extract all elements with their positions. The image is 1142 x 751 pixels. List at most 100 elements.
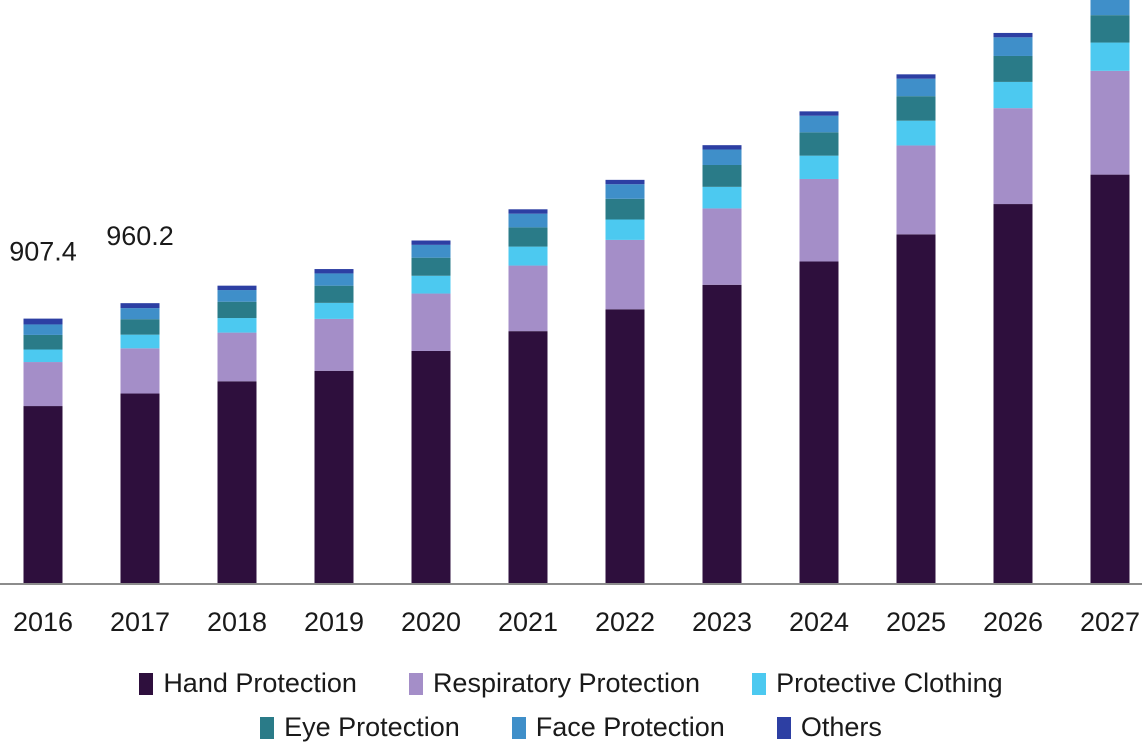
legend-label-eye-protection: Eye Protection: [284, 712, 460, 742]
bar-segment-respiratory-protection-2023: [702, 208, 742, 285]
legend-row-2: Eye Protection Face Protection Others: [0, 712, 1142, 743]
bar-segment-face-protection-2026: [993, 37, 1033, 56]
bar-segment-others-2024: [799, 111, 839, 116]
bar-segment-face-protection-2020: [411, 244, 451, 258]
bar-segment-face-protection-2019: [314, 273, 354, 286]
bar-segment-hand-protection-2020: [411, 350, 451, 583]
legend-swatch-eye-protection: [260, 716, 275, 739]
bar-segment-protective-clothing-2016: [23, 349, 63, 363]
legend-item-others: Others: [776, 712, 882, 743]
bar-segment-face-protection-2017: [120, 308, 160, 320]
bar-segment-others-2021: [508, 209, 548, 214]
bar-segment-hand-protection-2016: [23, 406, 63, 583]
bar-segment-face-protection-2016: [23, 324, 63, 335]
x-tick-label-2027: 2027: [1080, 607, 1140, 637]
bar-segment-respiratory-protection-2018: [217, 332, 257, 382]
bar-segment-protective-clothing-2023: [702, 186, 742, 209]
bar-segment-eye-protection-2023: [702, 164, 742, 187]
legend-item-hand-protection: Hand Protection: [139, 668, 357, 699]
bar-segment-hand-protection-2021: [508, 331, 548, 583]
legend-swatch-face-protection: [511, 716, 526, 739]
legend-item-protective-clothing: Protective Clothing: [752, 668, 1003, 699]
bar-segment-others-2018: [217, 285, 257, 291]
bar-segment-hand-protection-2018: [217, 381, 257, 583]
stacked-bar-chart: 2016 2017 2018 2019 2020 2021 2022 2023 2024 2025…: [0, 0, 1142, 637]
x-tick-label-2026: 2026: [983, 607, 1043, 637]
bar-segment-face-protection-2024: [799, 115, 839, 133]
bar-segment-eye-protection-2027: [1090, 15, 1130, 43]
bar-segment-hand-protection-2026: [993, 204, 1033, 584]
bar-segment-eye-protection-2018: [217, 301, 257, 319]
x-tick-label-2017: 2017: [110, 607, 170, 637]
bar-segment-others-2026: [993, 32, 1033, 38]
legend-swatch-respiratory-protection: [408, 672, 423, 695]
data-label-2016: 907.4: [9, 237, 77, 267]
bar-segment-eye-protection-2019: [314, 285, 354, 303]
bar-segment-protective-clothing-2027: [1090, 42, 1130, 71]
legend-swatch-protective-clothing: [752, 672, 767, 695]
x-tick-label-2016: 2016: [13, 607, 73, 637]
legend-label-others: Others: [800, 712, 882, 742]
x-tick-label-2018: 2018: [207, 607, 267, 637]
bar-segment-others-2020: [411, 240, 451, 245]
legend-swatch-hand-protection: [139, 672, 154, 695]
bar-segment-hand-protection-2025: [896, 234, 936, 583]
bar-segment-respiratory-protection-2016: [23, 362, 63, 407]
bar-segment-protective-clothing-2022: [605, 219, 645, 240]
legend-label-protective-clothing: Protective Clothing: [776, 668, 1003, 698]
bar-segment-eye-protection-2025: [896, 96, 936, 121]
legend-item-face-protection: Face Protection: [511, 712, 725, 743]
bar-segment-protective-clothing-2019: [314, 302, 354, 319]
bar-segment-protective-clothing-2018: [217, 318, 257, 333]
legend-label-respiratory-protection: Respiratory Protection: [432, 668, 701, 698]
bar-segment-eye-protection-2020: [411, 257, 451, 276]
bar-segment-respiratory-protection-2024: [799, 178, 839, 262]
bar-segment-others-2017: [120, 303, 160, 309]
bar-segment-respiratory-protection-2025: [896, 145, 936, 235]
x-tick-label-2019: 2019: [304, 607, 364, 637]
x-tick-label-2022: 2022: [595, 607, 655, 637]
bar-segment-face-protection-2022: [605, 184, 645, 199]
legend-label-face-protection: Face Protection: [535, 712, 725, 742]
bar-segment-protective-clothing-2021: [508, 246, 548, 266]
bar-segment-respiratory-protection-2027: [1090, 70, 1130, 175]
bar-segment-face-protection-2023: [702, 149, 742, 165]
bar-segment-eye-protection-2021: [508, 227, 548, 247]
bar-segment-protective-clothing-2020: [411, 275, 451, 294]
bar-segment-eye-protection-2017: [120, 319, 160, 335]
x-tick-label-2024: 2024: [789, 607, 849, 637]
bar-segment-protective-clothing-2024: [799, 155, 839, 179]
bar-segment-respiratory-protection-2020: [411, 293, 451, 351]
bar-segment-face-protection-2018: [217, 290, 257, 302]
legend-label-hand-protection: Hand Protection: [163, 668, 357, 698]
bar-segment-others-2016: [23, 318, 63, 325]
bar-segment-hand-protection-2019: [314, 370, 354, 583]
bar-segment-hand-protection-2027: [1090, 174, 1130, 583]
bar-segment-respiratory-protection-2019: [314, 318, 354, 371]
bar-segment-protective-clothing-2025: [896, 120, 936, 146]
x-tick-label-2020: 2020: [401, 607, 461, 637]
x-tick-label-2021: 2021: [498, 607, 558, 637]
bar-segment-eye-protection-2024: [799, 132, 839, 156]
bar-segment-others-2019: [314, 269, 354, 274]
bar-segment-protective-clothing-2017: [120, 334, 160, 349]
bar-segment-respiratory-protection-2021: [508, 265, 548, 332]
legend-item-eye-protection: Eye Protection: [260, 712, 460, 743]
bar-segment-respiratory-protection-2022: [605, 239, 645, 310]
legend-row-1: Hand Protection Respiratory Protection P…: [0, 668, 1142, 699]
data-label-2017: 960.2: [106, 221, 174, 251]
bar-segment-others-2022: [605, 179, 645, 185]
bar-segment-eye-protection-2016: [23, 334, 63, 350]
bar-segment-hand-protection-2023: [702, 284, 742, 583]
bar-segment-others-2025: [896, 74, 936, 79]
bar-segment-face-protection-2027: [1090, 0, 1130, 16]
legend-item-respiratory-protection: Respiratory Protection: [408, 668, 701, 699]
x-tick-label-2023: 2023: [692, 607, 752, 637]
bar-segment-face-protection-2021: [508, 213, 548, 228]
legend-swatch-others: [776, 716, 791, 739]
x-tick-label-2025: 2025: [886, 607, 946, 637]
bar-segment-eye-protection-2022: [605, 198, 645, 220]
bar-segment-eye-protection-2026: [993, 55, 1033, 82]
bar-segment-hand-protection-2024: [799, 261, 839, 583]
bar-segment-respiratory-protection-2017: [120, 348, 160, 394]
